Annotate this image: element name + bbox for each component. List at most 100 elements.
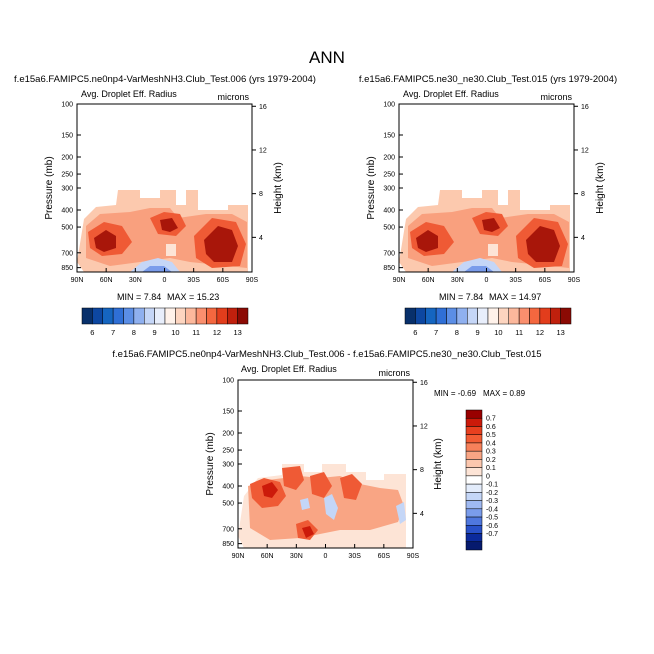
colorbar-swatch [465,525,483,534]
y-tick-label: 500 [383,225,395,232]
y-tick-label: 700 [61,250,73,257]
x-tick-label: 0 [485,277,489,284]
colorbar-label: 8 [132,328,136,337]
min-readout: MIN = 7.84 [439,292,483,302]
field-contours [77,190,248,272]
colorbar-swatch [133,307,145,325]
units-label: microns [217,92,249,102]
x-tick-label: 60N [100,277,113,284]
colorbar-swatch [92,307,103,325]
colorbar-label: -0.4 [486,506,498,513]
colorbar-label: 0.4 [486,440,496,447]
y-tick-label: 700 [222,526,234,533]
x-tick-label: 60S [217,277,230,284]
colorbar-swatch [508,307,520,325]
colorbar-label: 13 [556,328,564,337]
colorbar-swatch [477,307,489,325]
colorbar-label: 11 [515,328,523,337]
colorbar-swatch [467,307,478,325]
field-region-low [452,258,502,272]
y-tick-label: 700 [383,250,395,257]
field-contours [238,464,406,548]
colorbar-swatch [465,483,483,493]
x-tick-label: 60N [261,553,274,560]
units-label: microns [378,368,410,378]
colorbar-label: 9 [153,328,157,337]
colorbar-swatch [529,307,541,325]
y-tick-label: 200 [61,154,73,161]
field-region-light [488,244,498,256]
colorbar-swatch [185,307,197,325]
x-tick-label: 30N [290,553,303,560]
x-tick-label: 90S [407,553,420,560]
y-tick-label: 850 [61,265,73,272]
colorbar-label: 7 [434,328,438,337]
height-tick-label: 12 [259,147,267,154]
height-tick-label: 12 [420,423,428,430]
colorbar-label: 0 [486,473,490,480]
colorbar-swatch [195,307,207,325]
diff-region-strong [340,474,362,500]
panel-title: f.e15a6.FAMIPC5.ne0np4-VarMeshNH3.Club_T… [112,349,541,360]
height-tick-label: 16 [581,104,589,111]
y-tick-label: 300 [222,462,234,469]
colorbar-label: 10 [171,328,179,337]
height-tick-label: 16 [259,104,267,111]
y-axis-right-label: Height (km) [433,438,444,490]
colorbar-swatch [456,307,468,325]
y-axis-right-label: Height (km) [273,162,284,214]
colorbar-swatch [465,450,483,460]
colorbar-label: -0.5 [486,515,498,522]
colorbar-label: 6 [413,328,417,337]
x-tick-label: 90N [232,553,245,560]
x-tick-label: 30S [348,553,361,560]
x-tick-label: 90S [568,277,581,284]
colorbar-label: 13 [233,328,241,337]
diff-region-neg [324,494,338,520]
y-axis-right-label: Height (km) [595,162,606,214]
y-tick-label: 250 [383,172,395,179]
colorbar-swatch [425,307,437,325]
y-tick-label: 850 [222,541,234,548]
colorbar-label: 0.1 [486,465,496,472]
x-tick-label: 0 [163,277,167,284]
colorbar-swatch [112,307,124,325]
height-tick-label: 8 [581,191,585,198]
colorbar-swatch [144,307,155,325]
height-tick-label: 4 [259,235,263,242]
max-readout: MAX = 14.97 [489,292,541,302]
colorbar-swatch [123,307,135,325]
colorbar-swatch [518,307,530,325]
x-tick-label: 60S [378,553,391,560]
height-tick-label: 4 [581,235,585,242]
y-tick-label: 400 [222,483,234,490]
y-tick-label: 400 [383,207,395,214]
y-tick-label: 300 [383,186,395,193]
figure-title: ANN [309,48,345,67]
units-label: microns [540,92,572,102]
variable-label: Avg. Droplet Eff. Radius [81,89,177,99]
colorbar-label: 0.7 [486,416,496,423]
field-region-low [130,258,180,272]
height-tick-label: 8 [420,467,424,474]
x-tick-label: 30S [509,277,522,284]
panel-title: f.e15a6.FAMIPC5.ne30_ne30.Club_Test.015 … [359,74,617,85]
colorbar-swatch [206,307,218,325]
y-tick-label: 150 [61,133,73,140]
y-axis-label: Pressure (mb) [205,432,216,495]
x-tick-label: 60S [539,277,552,284]
colorbar-swatch [227,307,238,325]
diff-region-max [262,482,278,498]
colorbar-swatch [175,307,186,325]
x-tick-label: 90N [393,277,406,284]
colorbar-swatch [465,475,483,485]
x-tick-label: 60N [422,277,435,284]
colorbar-swatch [164,307,176,325]
y-axis-label: Pressure (mb) [44,156,55,219]
colorbar-label: 0.6 [486,424,496,431]
colorbar-swatch [560,307,572,325]
panel-title: f.e15a6.FAMIPC5.ne0np4-VarMeshNH3.Club_T… [14,74,316,85]
y-tick-label: 500 [61,225,73,232]
colorbar-swatch [102,307,114,325]
y-tick-label: 200 [383,154,395,161]
